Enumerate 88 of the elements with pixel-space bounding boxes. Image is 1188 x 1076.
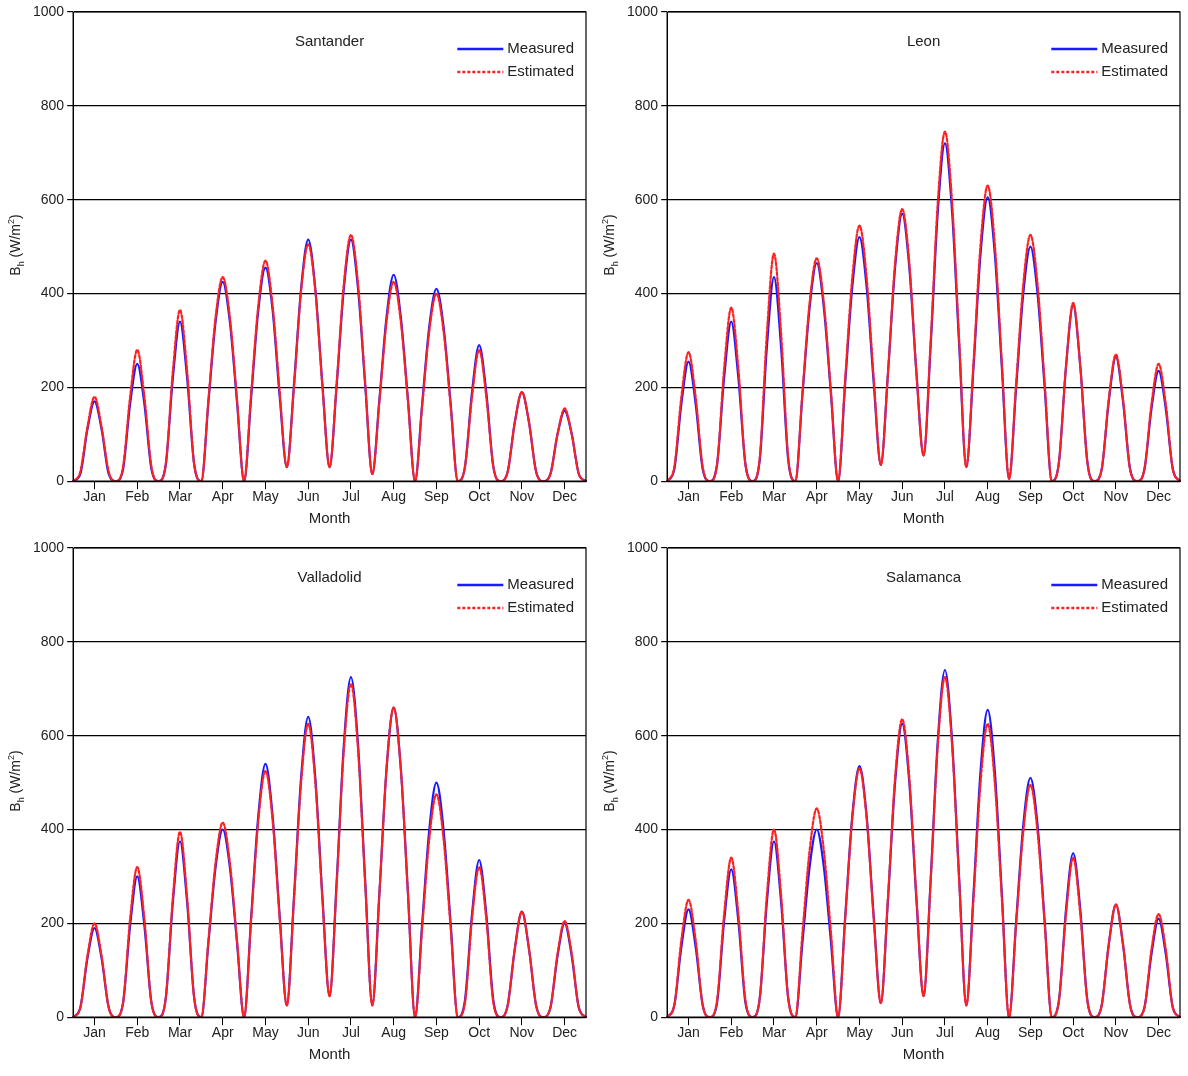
y-tick-label: 800: [634, 632, 659, 649]
x-tick-label: Dec: [1146, 1024, 1172, 1041]
y-tick-label: 400: [634, 284, 659, 301]
y-tick-label: 600: [634, 726, 659, 743]
x-tick-label: Jun: [890, 488, 914, 505]
text: Salamanca: [886, 568, 962, 586]
legend-label: Estimated: [507, 62, 574, 80]
y-tick-label: 800: [40, 632, 65, 649]
x-tick-label: Oct: [1062, 1024, 1085, 1041]
x-tick-label: Jan: [83, 488, 106, 505]
text: Valladolid: [297, 568, 362, 586]
y-tick-label: 0: [650, 472, 659, 489]
x-axis-title: Month: [902, 509, 945, 527]
x-tick-label: Apr: [805, 1024, 828, 1041]
text: Leon: [906, 32, 941, 50]
x-tick-label: Jul: [341, 1024, 360, 1041]
x-tick-label: May: [252, 1024, 279, 1041]
legend-label: Estimated: [1101, 598, 1168, 616]
x-tick-label: Jun: [296, 488, 320, 505]
x-tick-label: Sep: [1017, 488, 1044, 505]
x-tick-label: Oct: [468, 488, 491, 505]
x-axis-title: Month: [902, 1045, 945, 1063]
y-tick-label: 0: [56, 472, 65, 489]
x-tick-label: May: [252, 488, 279, 505]
x-tick-label: Jan: [677, 488, 700, 505]
y-tick-label: 800: [634, 96, 659, 113]
x-tick-label: Nov: [509, 488, 535, 505]
y-tick-label: 800: [40, 96, 65, 113]
x-tick-label: May: [846, 488, 873, 505]
x-tick-label: Jun: [890, 1024, 914, 1041]
y-tick-label: 600: [40, 190, 65, 207]
x-tick-label: May: [846, 1024, 873, 1041]
y-tick-label: 0: [650, 1008, 659, 1025]
y-tick-label: 600: [40, 726, 65, 743]
y-tick-label: 1000: [626, 2, 659, 19]
x-tick-label: Dec: [552, 1024, 578, 1041]
x-tick-label: Feb: [125, 488, 150, 505]
x-tick-label: Mar: [167, 488, 193, 505]
x-tick-label: Aug: [975, 1024, 1001, 1041]
x-tick-label: Dec: [1146, 488, 1172, 505]
y-tick-label: 1000: [626, 538, 659, 555]
y-tick-label: 200: [634, 914, 659, 931]
x-tick-label: Sep: [423, 1024, 450, 1041]
x-tick-label: Dec: [552, 488, 578, 505]
y-tick-label: 400: [40, 284, 65, 301]
x-tick-label: Jul: [341, 488, 360, 505]
x-tick-label: Mar: [761, 1024, 787, 1041]
legend-label: Estimated: [507, 598, 574, 616]
x-tick-label: Mar: [761, 488, 787, 505]
y-tick-label: 1000: [32, 2, 65, 19]
x-tick-label: Apr: [805, 488, 828, 505]
y-tick-label: 400: [634, 820, 659, 837]
x-tick-label: Mar: [167, 1024, 193, 1041]
legend-label: Measured: [507, 575, 574, 593]
x-tick-label: Apr: [211, 1024, 234, 1041]
y-tick-label: 0: [56, 1008, 65, 1025]
text: Santander: [294, 32, 365, 50]
legend-label: Measured: [507, 39, 574, 57]
y-tick-label: 200: [40, 914, 65, 931]
x-tick-label: Feb: [719, 1024, 744, 1041]
x-tick-label: Nov: [1103, 488, 1129, 505]
x-tick-label: Nov: [509, 1024, 535, 1041]
x-tick-label: Sep: [1017, 1024, 1044, 1041]
legend-label: Estimated: [1101, 62, 1168, 80]
x-tick-label: Aug: [381, 1024, 407, 1041]
x-tick-label: Oct: [468, 1024, 491, 1041]
x-tick-label: Aug: [381, 488, 407, 505]
x-tick-label: Jun: [296, 1024, 320, 1041]
x-tick-label: Apr: [211, 488, 234, 505]
x-axis-title: Month: [308, 509, 351, 527]
y-tick-label: 200: [634, 378, 659, 395]
y-tick-label: 1000: [32, 538, 65, 555]
x-tick-label: Jul: [935, 1024, 954, 1041]
x-tick-label: Jan: [83, 1024, 106, 1041]
y-tick-label: 200: [40, 378, 65, 395]
x-tick-label: Feb: [719, 488, 744, 505]
legend-label: Measured: [1101, 575, 1168, 593]
x-tick-label: Oct: [1062, 488, 1085, 505]
x-tick-label: Sep: [423, 488, 450, 505]
legend-label: Measured: [1101, 39, 1168, 57]
x-tick-label: Jan: [677, 1024, 700, 1041]
y-tick-label: 400: [40, 820, 65, 837]
y-tick-label: 600: [634, 190, 659, 207]
x-tick-label: Nov: [1103, 1024, 1129, 1041]
x-tick-label: Feb: [125, 1024, 150, 1041]
x-tick-label: Jul: [935, 488, 954, 505]
x-axis-title: Month: [308, 1045, 351, 1063]
x-tick-label: Aug: [975, 488, 1001, 505]
